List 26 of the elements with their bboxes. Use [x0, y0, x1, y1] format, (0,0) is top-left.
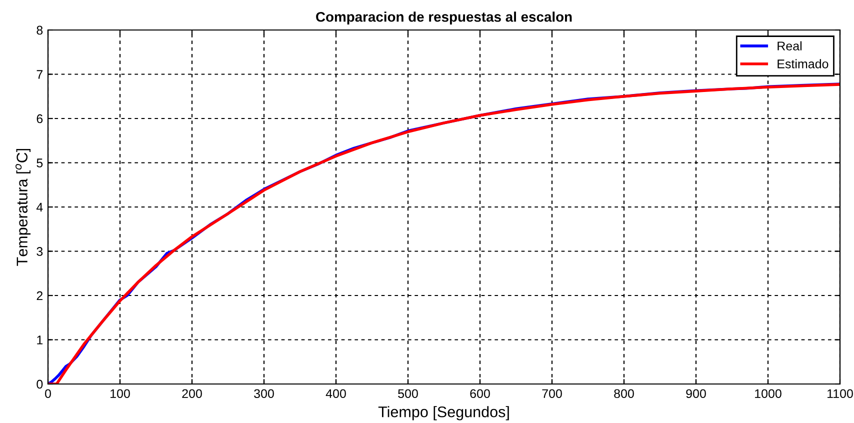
y-tick-label: 8 — [36, 26, 43, 35]
x-tick-label: 700 — [542, 389, 562, 398]
x-tick-label: 1000 — [755, 389, 782, 398]
y-tick-label: 6 — [36, 114, 43, 124]
x-tick-label: 1100 — [828, 389, 853, 398]
y-tick-label: 5 — [36, 158, 43, 168]
y-tick-label: 3 — [36, 247, 43, 256]
legend-label: Estimado — [778, 59, 828, 68]
x-tick-label: 100 — [110, 389, 130, 398]
y-tick-label: 4 — [36, 202, 43, 212]
x-axis-title: Tiempo [Segundos] — [378, 406, 509, 420]
y-tick-label: 1 — [37, 336, 43, 344]
x-tick-label: 300 — [254, 389, 274, 398]
y-tick-label: 0 — [36, 380, 43, 389]
x-tick-label: 400 — [326, 389, 346, 398]
x-tick-label: 200 — [182, 389, 202, 398]
x-tick-label: 0 — [45, 389, 51, 398]
chart-title: Comparacion de respuestas al escalon — [316, 12, 572, 25]
legend-label: Real — [778, 41, 802, 50]
y-tick-label: 7 — [36, 70, 43, 79]
x-tick-label: 900 — [686, 389, 706, 398]
x-tick-label: 600 — [470, 389, 490, 398]
x-tick-label: 500 — [398, 389, 418, 398]
x-tick-label: 800 — [614, 389, 634, 398]
y-tick-label: 2 — [36, 291, 43, 300]
y-axis-title: Temperatura [$^{o}$C] — [16, 148, 31, 266]
